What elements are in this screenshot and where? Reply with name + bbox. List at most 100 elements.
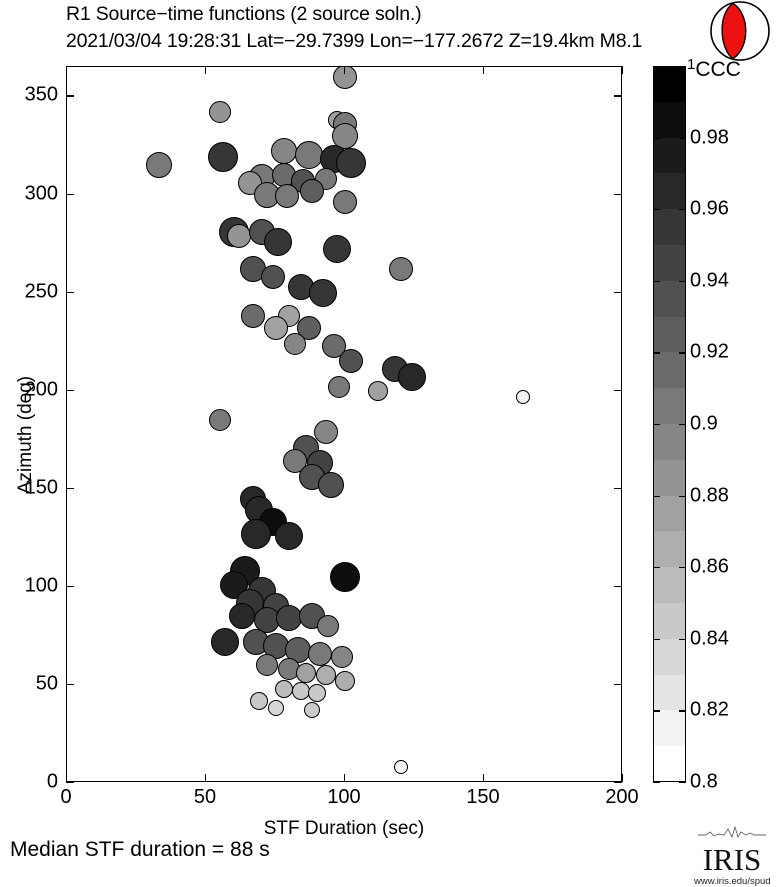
scatter-point <box>335 670 355 691</box>
colorbar-tick-label: 0.86 <box>690 555 729 578</box>
colorbar-tick <box>679 209 686 211</box>
scatter-point <box>294 141 323 170</box>
scatter-point <box>298 603 325 630</box>
colorbar-tick <box>653 710 660 712</box>
colorbar-segment <box>654 316 685 354</box>
colorbar-segment <box>654 603 685 640</box>
scatter-point <box>338 349 363 374</box>
colorbar-tick <box>653 352 660 354</box>
x-axis-tick <box>344 774 346 782</box>
colorbar-segment <box>654 638 685 676</box>
y-axis-tick-label: 250 <box>24 280 58 303</box>
scatter-point <box>335 148 366 179</box>
colorbar-tick <box>679 638 686 640</box>
x-axis-tick <box>622 66 624 74</box>
scatter-point <box>328 375 351 398</box>
colorbar-tick <box>653 137 660 139</box>
colorbar-tick <box>679 782 686 784</box>
scatter-point <box>308 683 327 702</box>
iris-wordmark: IRIS <box>702 842 762 877</box>
colorbar-tick <box>653 782 660 784</box>
colorbar-tick <box>679 424 686 426</box>
figure-title-line2: 2021/03/04 19:28:31 Lat=−29.7399 Lon=−17… <box>66 30 643 52</box>
colorbar-tick <box>653 209 660 211</box>
scatter-point <box>313 419 338 444</box>
y-axis-tick <box>66 782 74 784</box>
scatter-point <box>308 278 337 307</box>
scatter-point <box>241 518 272 549</box>
y-axis-tick <box>614 585 622 588</box>
colorbar-segment <box>654 531 685 569</box>
scatter-point <box>303 702 320 719</box>
colorbar-tick-label: 0.8 <box>690 770 718 793</box>
colorbar-title: 1CCC <box>687 55 741 82</box>
scatter-point <box>256 654 279 677</box>
colorbar-max-value: 1 <box>687 56 696 73</box>
colorbar-tick-label: 0.94 <box>690 269 729 292</box>
scatter-point <box>315 665 336 686</box>
y-axis-tick <box>66 585 74 588</box>
iris-url: www.iris.edu/spud <box>694 876 771 887</box>
colorbar-tick <box>653 638 660 640</box>
y-axis-tick-label: 350 <box>24 83 58 106</box>
scatter-point <box>264 227 293 256</box>
scatter-point <box>515 389 530 404</box>
scatter-point <box>267 700 284 717</box>
colorbar-segment <box>654 67 685 103</box>
colorbar-segment <box>654 424 685 461</box>
x-axis-tick-label: 150 <box>466 786 500 808</box>
colorbar-segment <box>654 459 685 497</box>
scatter-point <box>296 315 321 340</box>
x-axis-tick-label: 100 <box>327 786 361 808</box>
y-axis-tick-label: 100 <box>24 574 58 597</box>
seismogram-icon <box>698 825 766 839</box>
iris-logo: IRIS www.iris.edu/spud <box>694 825 771 887</box>
colorbar-segment <box>654 352 685 390</box>
scatter-point <box>229 603 256 630</box>
y-axis-tick <box>66 95 74 97</box>
x-axis-tick <box>205 774 207 782</box>
y-axis-tick <box>614 389 622 391</box>
scatter-plot-area <box>66 66 622 782</box>
scatter-point <box>299 178 324 203</box>
colorbar-segment <box>654 209 685 247</box>
scatter-point <box>333 190 357 215</box>
scatter-point <box>291 681 310 700</box>
scatter-point <box>368 380 389 401</box>
scatter-point <box>330 562 360 593</box>
scatter-point <box>275 521 304 550</box>
colorbar-tick-label: 0.84 <box>690 627 729 650</box>
focal-mechanism-beachball-icon <box>709 0 771 62</box>
colorbar-segment <box>654 746 685 781</box>
colorbar-tick <box>653 567 660 569</box>
x-axis-tick <box>622 774 624 782</box>
y-axis-tick-label: 150 <box>24 476 58 499</box>
colorbar-tick-label: 0.96 <box>690 197 729 220</box>
colorbar-segment <box>654 567 685 605</box>
y-axis-tick <box>614 193 622 195</box>
scatter-point <box>270 138 297 165</box>
colorbar-segment <box>654 280 685 318</box>
x-axis-tick-label: 50 <box>193 786 217 808</box>
scatter-point <box>322 235 351 264</box>
y-axis-tick <box>614 487 622 489</box>
colorbar-label-text: CCC <box>695 58 741 81</box>
y-axis-tick <box>614 291 622 293</box>
y-axis-tick <box>66 683 74 686</box>
scatter-point <box>241 304 266 329</box>
y-axis-tick <box>614 95 622 97</box>
colorbar-segment <box>654 710 685 748</box>
scatter-point <box>274 679 293 698</box>
scatter-point <box>333 67 357 89</box>
median-duration-note: Median STF duration = 88 s <box>10 838 270 861</box>
colorbar-tick <box>679 495 686 497</box>
colorbar-tick-label: 0.88 <box>690 484 729 507</box>
scatter-point <box>207 142 238 173</box>
x-axis-tick <box>483 66 485 74</box>
y-axis-tick-label: 200 <box>24 378 58 401</box>
colorbar-tick-label: 0.92 <box>690 340 729 363</box>
x-axis-tick-label: 0 <box>60 786 72 808</box>
scatter-point <box>397 362 426 391</box>
x-axis-tick <box>66 66 68 74</box>
